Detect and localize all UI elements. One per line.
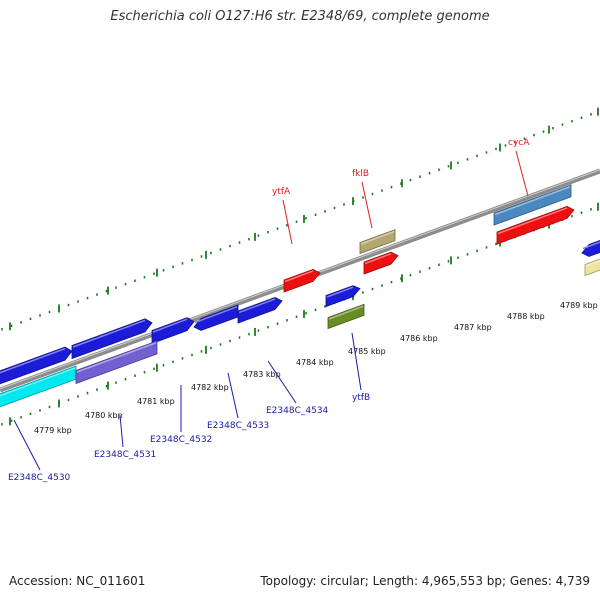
blue-gene[interactable] (325, 285, 361, 308)
gene-leader-line (515, 150, 529, 197)
gene-leader-line (119, 414, 124, 448)
genome-summary-text: Topology: circular; Length: 4,965,553 bp… (260, 574, 590, 588)
kbp-scale-label: 4781 kbp (137, 397, 175, 406)
kbp-scale-label: 4787 kbp (454, 323, 492, 332)
kbp-scale-label: 4784 kbp (296, 358, 334, 367)
lower-gene-label[interactable]: E2348C_4533 (207, 421, 269, 431)
kbp-scale-label: 4788 kbp (507, 312, 545, 321)
kbp-scale-label: 4783 kbp (243, 370, 281, 379)
olive-gene[interactable] (327, 303, 365, 330)
accession-text: Accession: NC_011601 (9, 574, 146, 588)
gene-labels: ytfA fklB cycA E2348C_4530 E2348C_4531 E2348C… (8, 138, 530, 483)
gene-leader-line (351, 332, 362, 391)
blue-gene[interactable] (581, 237, 600, 257)
red-gene[interactable] (496, 206, 575, 245)
gene-leader-line (227, 372, 239, 419)
upper-gene-label[interactable]: cycA (508, 138, 530, 148)
blue-gene[interactable] (237, 297, 283, 324)
steelblue-gene[interactable] (493, 184, 572, 226)
red-gene[interactable] (283, 268, 321, 293)
lower-gene-label[interactable]: E2348C_4532 (150, 435, 212, 445)
kbp-scale-label: 4786 kbp (400, 334, 438, 343)
gene-leader-line (361, 181, 373, 229)
lower-gene-label[interactable]: E2348C_4530 (8, 473, 71, 483)
kbp-scale-labels: 4779 kbp 4780 kbp 4781 kbp 4782 kbp 4783 kbp… (34, 301, 598, 435)
kbp-scale-label: 4789 kbp (560, 301, 598, 310)
kbp-scale-label: 4779 kbp (34, 426, 72, 435)
lightyellow-gene[interactable] (584, 255, 600, 277)
lower-gene-label[interactable]: ytfB (352, 393, 370, 403)
khaki-gene[interactable] (359, 229, 396, 255)
lower-gene-label[interactable]: E2348C_4534 (266, 406, 329, 416)
gene-leader-line (282, 199, 293, 245)
kbp-scale-label: 4785 kbp (348, 347, 386, 356)
gene-leader-line (267, 360, 297, 404)
blue-gene[interactable] (0, 346, 73, 387)
gene-features (0, 184, 600, 408)
map-title: Escherichia coli O127:H6 str. E2348/69, … (110, 9, 490, 24)
kbp-scale-label: 4780 kbp (85, 411, 123, 420)
purple-gene[interactable] (75, 340, 158, 385)
blue-gene[interactable] (71, 318, 153, 360)
kbp-scale-label: 4782 kbp (191, 383, 229, 392)
upper-gene-label[interactable]: ytfA (272, 187, 291, 197)
lower-gene-label[interactable]: E2348C_4531 (94, 450, 156, 460)
red-gene[interactable] (363, 251, 399, 275)
gene-leader-line (13, 419, 41, 471)
upper-gene-label[interactable]: fklB (352, 169, 369, 179)
blue-gene[interactable] (151, 317, 195, 345)
